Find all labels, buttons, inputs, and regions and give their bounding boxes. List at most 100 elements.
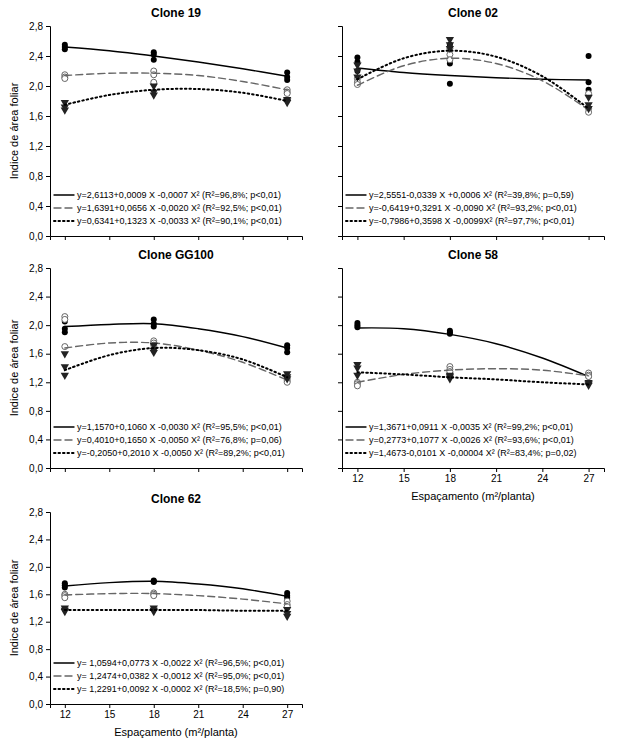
data-point — [151, 57, 157, 63]
data-point — [62, 316, 68, 322]
x-tick-mark — [65, 704, 66, 708]
y-tick: 0,0 — [29, 231, 50, 242]
y-tick-mark — [46, 382, 50, 383]
y-tick-mark — [46, 236, 50, 237]
x-tick: 24 — [537, 468, 549, 484]
y-tick — [338, 268, 342, 269]
x-tick-mark — [198, 468, 199, 472]
figure: 0,0 0,4 0,8 1,2 1,6 2,0 2,4 2,8 y=2,6113+0,0009 … — [0, 0, 630, 755]
y-tick-mark — [338, 354, 342, 355]
x-tick — [450, 236, 451, 240]
y-axis-title: Indice de área foliar — [8, 559, 20, 656]
y-tick-mark — [338, 86, 342, 87]
y-tick-label: 1,2 — [29, 377, 43, 388]
x-tick-mark — [404, 236, 405, 240]
x-tick-mark — [243, 704, 244, 708]
x-tick — [496, 236, 497, 240]
fit-line — [65, 89, 287, 105]
y-axis: 0,00,40,81,21,62,02,42,8 — [29, 507, 50, 710]
legend-swatch — [54, 662, 74, 663]
title: Clone 62 — [151, 492, 201, 506]
y-tick-label: 1,2 — [29, 141, 43, 152]
x-tick — [109, 236, 110, 240]
data-point — [586, 374, 592, 380]
legend-label: y=2,6113+0,0009 X -0,0007 X² (R²=96,8%; … — [77, 190, 281, 200]
y-tick-label: 0,4 — [29, 434, 43, 445]
x-tick-label: 27 — [584, 473, 596, 484]
y-tick-label: 0,4 — [29, 671, 43, 682]
x-tick-mark — [65, 468, 66, 472]
fit-line — [357, 51, 588, 109]
y-tick: 0,8 — [29, 644, 50, 655]
y-tick — [338, 411, 342, 412]
y-tick — [338, 116, 342, 117]
fit-line — [65, 47, 287, 76]
y-tick: 0,0 — [29, 463, 50, 474]
x-tick: 21 — [491, 468, 503, 484]
x-axis — [51, 468, 303, 472]
y-tick: 0,8 — [29, 171, 50, 182]
y-tick-label: 0,8 — [29, 644, 43, 655]
y-tick-label: 2,8 — [29, 263, 43, 274]
y-tick-mark — [46, 354, 50, 355]
panel: 0,00,40,81,21,62,02,42,8y=2,6113+0,0009 … — [8, 6, 303, 242]
x-tick-mark — [154, 704, 155, 708]
x-axis-title: Espaçamento (m²/planta) — [411, 490, 535, 502]
legend-swatch — [346, 426, 366, 427]
x-tick-mark — [589, 468, 590, 472]
x-tick-mark — [198, 236, 199, 240]
x-tick: 15 — [399, 468, 411, 484]
x-tick — [287, 468, 288, 472]
legend-label: y= 1,0594+0,0773 X -0,0022 X² (R²=96,5%;… — [77, 658, 284, 668]
data-point — [586, 374, 592, 380]
y-tick: 2,8 — [29, 507, 50, 518]
y-axis — [338, 269, 343, 469]
x-axis-title: Espaçamento (m²/planta) — [114, 726, 238, 738]
y-tick: 1,6 — [29, 111, 50, 122]
legend-label: y=1,4673-0,0101 X -0,00004 X² (R²=83,4%;… — [369, 448, 576, 458]
x-tick-mark — [243, 236, 244, 240]
x-tick-mark — [287, 704, 288, 708]
y-tick-mark — [338, 439, 342, 440]
x-tick — [287, 236, 288, 240]
data-point — [62, 76, 68, 82]
legend-label: y=1,3671+0,0911 X -0,0035 X² (R²=99,2%; … — [369, 422, 573, 432]
y-tick-mark — [46, 539, 50, 540]
legend-label: y=0,4010+0,1650 X -0,0050 X² (R²=76,8%; … — [77, 435, 282, 445]
y-tick: 1,2 — [29, 377, 50, 388]
y-tick-mark — [338, 26, 342, 27]
y-tick-label: 2,0 — [29, 320, 43, 331]
data-point — [284, 349, 290, 355]
x-axis: 121518212427 — [343, 468, 605, 484]
x-axis — [343, 236, 605, 240]
data-point — [62, 329, 68, 335]
x-tick-label: 21 — [491, 473, 503, 484]
y-tick-mark — [46, 146, 50, 147]
y-tick — [338, 176, 342, 177]
y-tick-mark — [338, 176, 342, 177]
x-tick: 18 — [149, 704, 161, 720]
y-tick-label: 0,0 — [29, 231, 43, 242]
y-tick: 2,4 — [29, 291, 50, 302]
y-tick-mark — [338, 268, 342, 269]
fit-line — [357, 369, 588, 383]
x-axis-line — [343, 237, 605, 241]
y-tick-label: 2,0 — [29, 81, 43, 92]
y-tick-mark — [46, 439, 50, 440]
y-tick-label: 2,0 — [29, 562, 43, 573]
x-tick: 27 — [584, 468, 596, 484]
x-tick-mark — [357, 468, 358, 472]
data-point — [150, 350, 158, 357]
x-tick-mark — [542, 236, 543, 240]
legend-swatch — [54, 207, 74, 208]
y-tick: 1,6 — [29, 589, 50, 600]
legend-swatch — [346, 194, 366, 195]
x-tick-mark — [357, 236, 358, 240]
x-tick — [404, 236, 405, 240]
y-tick-label: 0,0 — [29, 699, 43, 710]
x-tick: 12 — [60, 704, 72, 720]
title: Clone GG100 — [138, 248, 214, 262]
plot-area — [353, 320, 593, 390]
x-tick — [357, 236, 358, 240]
plot-area — [353, 37, 593, 115]
